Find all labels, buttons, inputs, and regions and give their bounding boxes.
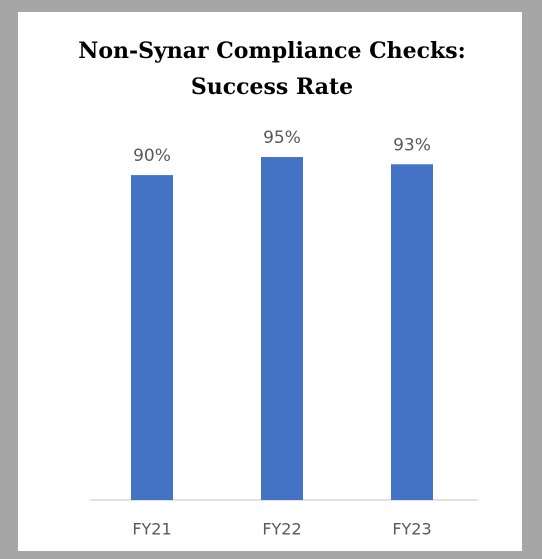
x-tick-label: FY21 xyxy=(132,520,171,539)
x-tick-label: FY22 xyxy=(262,520,301,539)
x-tick-label: FY23 xyxy=(392,520,431,539)
bar xyxy=(391,164,433,500)
bar xyxy=(261,157,303,501)
value-label: 90% xyxy=(133,146,171,166)
chart-title: Non-Synar Compliance Checks: xyxy=(78,38,466,64)
value-label: 93% xyxy=(393,135,431,155)
value-label: 95% xyxy=(263,128,301,148)
chart-title: Success Rate xyxy=(191,74,353,100)
bar xyxy=(131,175,173,500)
